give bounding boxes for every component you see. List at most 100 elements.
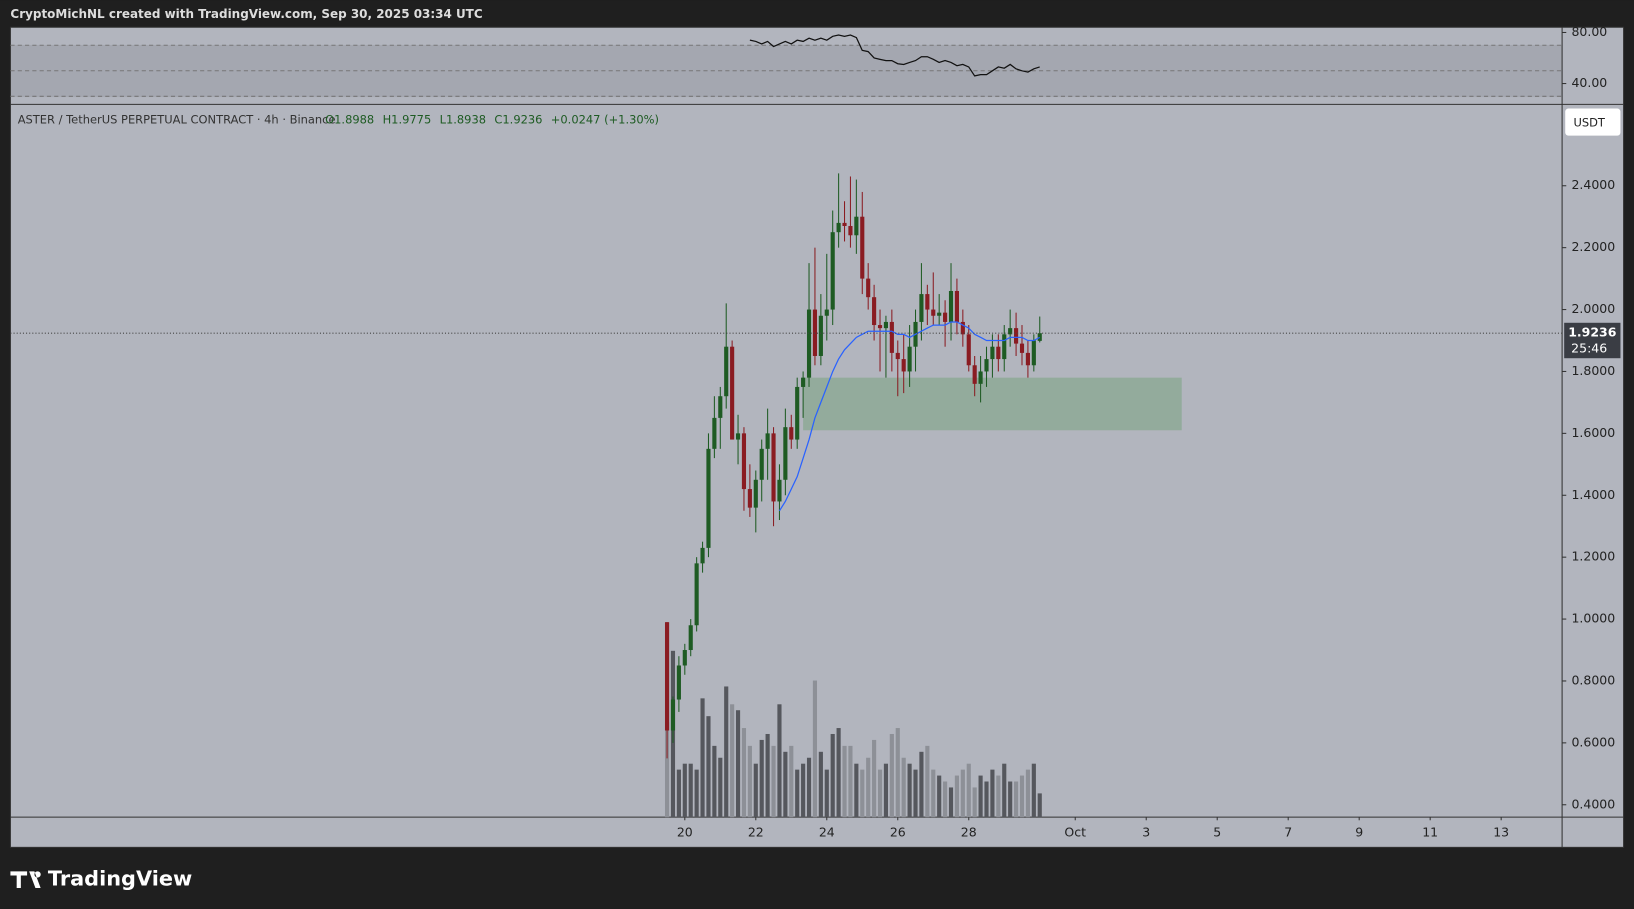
candle-body <box>854 216 859 236</box>
candle-body <box>759 448 764 480</box>
ohlc-value: C1.9236 <box>494 112 542 126</box>
volume-bar <box>783 751 788 818</box>
candle-body <box>783 427 788 480</box>
x-tick-label: 9 <box>1355 824 1363 839</box>
volume-bar <box>948 787 954 818</box>
volume-bar <box>860 769 865 818</box>
volume-bar <box>1025 769 1030 818</box>
volume-bar <box>913 769 918 818</box>
candle-body <box>836 222 841 233</box>
y-tick-label: 1.8000 <box>1571 363 1615 378</box>
x-tick-label: 24 <box>819 824 835 839</box>
candle-body <box>1002 334 1007 360</box>
candle-body <box>806 309 812 378</box>
volume-bar <box>795 769 800 818</box>
candle-body <box>753 479 758 508</box>
x-tick-label: 7 <box>1284 824 1292 839</box>
candle-body <box>1025 352 1030 366</box>
volume-bar <box>984 781 989 818</box>
candle-body <box>919 294 924 322</box>
x-tick-label: 13 <box>1493 824 1509 839</box>
volume-bar <box>883 763 889 818</box>
candle-body <box>931 309 936 316</box>
candle-body <box>700 547 705 564</box>
y-tick-label: 1.6000 <box>1571 425 1615 440</box>
candle-body <box>795 386 800 440</box>
volume-bar <box>1002 763 1007 818</box>
candle-body <box>830 232 835 310</box>
candle-body <box>866 278 871 298</box>
candle-body <box>937 312 942 316</box>
volume-bar <box>724 686 729 818</box>
candle-body <box>771 433 776 502</box>
x-tick-label: 20 <box>677 824 693 839</box>
volume-bar <box>771 745 776 818</box>
candle-body <box>824 309 829 316</box>
volume-bar <box>972 787 977 818</box>
volume-bar <box>824 769 829 818</box>
volume-bar <box>996 775 1001 818</box>
candle-body <box>664 622 670 731</box>
logo: TradingView <box>10 867 192 891</box>
volume-bar <box>706 716 711 818</box>
candle-body <box>724 346 729 397</box>
volume-bar <box>682 763 687 818</box>
volume-bar <box>777 704 782 818</box>
candle-body <box>960 321 965 335</box>
volume-bar <box>901 757 906 818</box>
candle-body <box>777 479 782 502</box>
volume-bar <box>801 763 806 818</box>
candle-body <box>996 346 1001 360</box>
y-tick-label: 1.0000 <box>1571 611 1615 626</box>
ohlc-value: +0.0247 (+1.30%) <box>551 112 659 126</box>
x-tick-label: 5 <box>1213 824 1221 839</box>
currency[interactable]: USDT <box>1573 116 1605 130</box>
volume-bar <box>877 769 883 818</box>
candle-body <box>990 346 995 360</box>
candle-body <box>1037 333 1042 341</box>
moving-average <box>778 321 1040 512</box>
candle-body <box>943 312 948 322</box>
volume-bar <box>836 728 841 818</box>
countdown: 25:46 <box>1571 340 1607 355</box>
candle-body <box>1019 343 1025 353</box>
y-tick-label: 2.2000 <box>1571 239 1615 254</box>
candle-body <box>842 222 847 226</box>
volume-bar <box>730 704 735 818</box>
x-tick-label: 3 <box>1142 824 1150 839</box>
candle-body <box>676 665 681 700</box>
candle-body <box>907 346 912 372</box>
candle-body <box>712 417 717 449</box>
volume-bar <box>978 775 983 818</box>
volume-bar <box>960 769 965 818</box>
volume-bar <box>812 680 818 818</box>
volume-bar <box>1014 781 1019 818</box>
volume-bar <box>1008 781 1013 818</box>
logo-icon <box>10 871 41 889</box>
volume-bar <box>1019 775 1025 818</box>
currency-box[interactable] <box>1565 108 1621 136</box>
volume-bar <box>789 745 794 818</box>
volume-bar <box>931 769 936 818</box>
volume-bar <box>759 739 764 818</box>
logo-text: TradingView <box>48 867 192 891</box>
rsi-tick-label: 80.00 <box>1571 24 1607 39</box>
x-tick-label: Oct <box>1064 824 1086 839</box>
volume-bar <box>765 733 770 818</box>
volume-bar <box>937 775 942 818</box>
candle-body <box>872 297 877 326</box>
volume-bar <box>919 751 924 818</box>
support-zone <box>803 377 1182 431</box>
candle-body <box>984 359 989 372</box>
candle-body <box>789 427 794 440</box>
volume-bar <box>943 781 948 818</box>
volume-bar <box>925 745 930 818</box>
candle-body <box>901 359 906 372</box>
volume-bar <box>1031 763 1036 818</box>
last-price-box <box>1564 322 1621 359</box>
candle-body <box>747 489 752 508</box>
volume-bar <box>895 728 900 818</box>
ohlc-value: O1.8988 <box>325 112 374 126</box>
